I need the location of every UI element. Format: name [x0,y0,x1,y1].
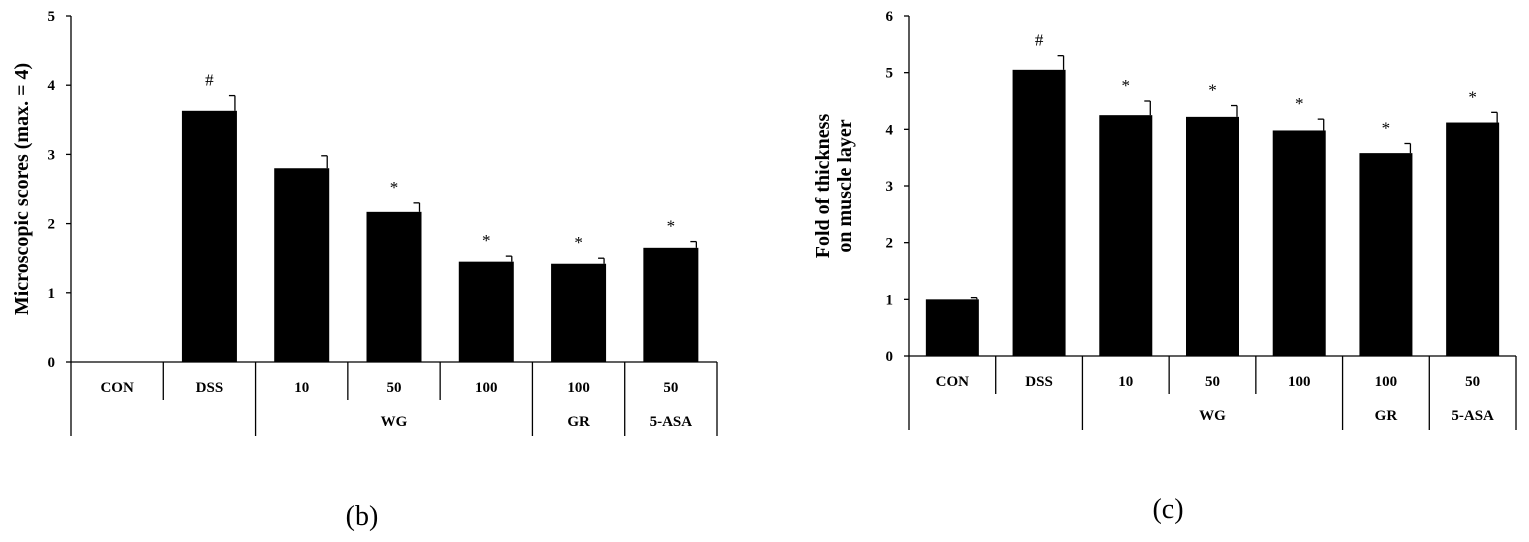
x-category-label: 100 [1288,374,1311,390]
x-group-label: GR [1375,408,1398,424]
x-category-label: DSS [196,380,224,396]
y-tick-label: 1 [886,292,894,308]
x-category-label: 50 [387,380,402,396]
x-category-label: 50 [1205,374,1220,390]
y-tick-label: 2 [48,217,56,233]
significance-marker: * [1122,76,1131,95]
y-tick-label: 4 [48,78,56,94]
x-category-label: 100 [1375,374,1398,390]
significance-marker: * [1382,119,1391,138]
bar-1 [181,110,237,362]
y-tick-label: 3 [886,179,894,195]
y-tick-label: 5 [48,9,56,25]
x-category-label: 50 [663,380,678,396]
bar-4 [458,261,514,362]
significance-marker: * [1468,87,1477,106]
x-group-label: GR [567,414,590,430]
x-category-label: DSS [1025,374,1053,390]
bar-2 [1099,115,1153,357]
x-group-label: WG [381,414,408,430]
y-tick-label: 0 [48,355,56,371]
y-tick-label: 0 [886,349,894,365]
bar-3 [1186,116,1239,356]
y-tick-label: 1 [48,286,56,302]
y-axis-label: Fold of thickness [812,114,834,259]
panel-label: (b) [346,501,379,532]
x-category-label: 100 [475,380,498,396]
significance-marker: * [1208,81,1217,100]
x-category-label: CON [936,374,970,390]
x-category-label: 100 [567,380,590,396]
bar-5 [551,263,607,362]
y-tick-label: 2 [886,236,894,252]
chart-panel-c: 0 1 2 3 4 5 6 Fold of thickness on muscle layer C… [812,9,1517,525]
significance-marker: * [1295,94,1304,113]
x-category-label: CON [100,380,134,396]
y-axis-label: on muscle layer [834,119,856,252]
chart-panel-b: 0 1 2 3 4 5 Microscopic scores (max. = 4) CON # D… [11,9,718,532]
bar-4 [1272,130,1326,356]
significance-marker: * [667,217,676,236]
panel-label: (c) [1152,494,1183,525]
significance-marker: # [205,71,214,90]
x-category-label: 10 [1118,374,1133,390]
y-tick-label: 4 [886,122,894,138]
bar-0 [925,299,979,356]
x-group-label: 5-ASA [650,414,693,430]
bar-1 [1012,69,1066,356]
y-axis-label: Microscopic scores (max. = 4) [11,63,33,315]
bar-6 [1446,122,1500,357]
x-group-label: WG [1199,408,1226,424]
bar-3 [366,211,422,362]
y-tick-label: 6 [886,9,894,25]
y-tick-label: 3 [48,147,56,163]
bar-5 [1359,153,1413,356]
significance-marker: * [482,231,491,250]
x-category-label: 10 [294,380,309,396]
x-group-label: 5-ASA [1451,408,1494,424]
bar-6 [643,247,699,362]
significance-marker: * [574,233,583,252]
y-tick-label: 5 [886,66,894,82]
significance-marker: * [390,178,399,197]
bar-2 [274,168,330,362]
x-category-label: 50 [1465,374,1480,390]
significance-marker: # [1035,31,1044,50]
